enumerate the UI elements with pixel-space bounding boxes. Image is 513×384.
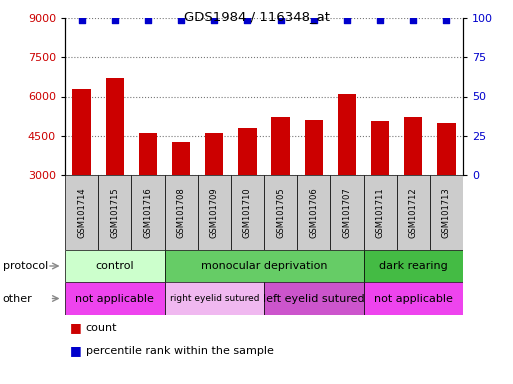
Bar <box>165 250 364 282</box>
Bar <box>430 175 463 250</box>
Text: GSM101714: GSM101714 <box>77 187 86 238</box>
Text: control: control <box>95 261 134 271</box>
Point <box>111 17 119 23</box>
Bar <box>305 120 323 175</box>
Bar <box>205 133 223 175</box>
Point <box>243 17 251 23</box>
Text: ■: ■ <box>70 321 82 334</box>
Point <box>310 17 318 23</box>
Bar <box>364 175 397 250</box>
Bar <box>72 89 91 175</box>
Bar <box>139 133 157 175</box>
Point <box>442 17 450 23</box>
Text: dark rearing: dark rearing <box>379 261 448 271</box>
Bar <box>271 118 290 175</box>
Text: not applicable: not applicable <box>75 293 154 303</box>
Text: not applicable: not applicable <box>374 293 452 303</box>
Text: GSM101706: GSM101706 <box>309 187 318 238</box>
Point <box>144 17 152 23</box>
Text: percentile rank within the sample: percentile rank within the sample <box>86 346 273 356</box>
Text: GSM101712: GSM101712 <box>409 187 418 238</box>
Point <box>409 17 418 23</box>
Text: other: other <box>3 293 32 303</box>
Text: GSM101710: GSM101710 <box>243 187 252 238</box>
Point <box>376 17 384 23</box>
Text: GSM101707: GSM101707 <box>342 187 351 238</box>
Text: GSM101709: GSM101709 <box>210 187 219 238</box>
Bar <box>165 175 198 250</box>
Text: GSM101713: GSM101713 <box>442 187 451 238</box>
Bar <box>364 250 463 282</box>
Text: GSM101716: GSM101716 <box>144 187 152 238</box>
Point <box>343 17 351 23</box>
Bar <box>264 282 364 315</box>
Bar <box>404 118 422 175</box>
Bar <box>364 282 463 315</box>
Bar <box>330 175 364 250</box>
Bar <box>165 282 264 315</box>
Bar <box>231 175 264 250</box>
Bar <box>98 175 131 250</box>
Text: ■: ■ <box>70 344 82 357</box>
Text: GSM101711: GSM101711 <box>376 187 385 238</box>
Bar <box>397 175 430 250</box>
Point <box>277 17 285 23</box>
Bar <box>65 250 165 282</box>
Bar <box>131 175 165 250</box>
Bar <box>198 175 231 250</box>
Bar <box>437 122 456 175</box>
Point <box>77 17 86 23</box>
Bar <box>106 78 124 175</box>
Text: GDS1984 / 116348_at: GDS1984 / 116348_at <box>184 10 329 23</box>
Bar <box>297 175 330 250</box>
Bar <box>65 282 165 315</box>
Text: right eyelid sutured: right eyelid sutured <box>169 294 259 303</box>
Text: count: count <box>86 323 117 333</box>
Text: left eyelid sutured: left eyelid sutured <box>263 293 365 303</box>
Bar <box>65 175 98 250</box>
Text: GSM101708: GSM101708 <box>176 187 186 238</box>
Point <box>210 17 219 23</box>
Text: monocular deprivation: monocular deprivation <box>201 261 327 271</box>
Text: protocol: protocol <box>3 261 48 271</box>
Bar <box>338 94 356 175</box>
Text: GSM101715: GSM101715 <box>110 187 119 238</box>
Point <box>177 17 185 23</box>
Bar <box>239 128 256 175</box>
Bar <box>264 175 297 250</box>
Bar <box>371 121 389 175</box>
Text: GSM101705: GSM101705 <box>276 187 285 238</box>
Bar <box>172 142 190 175</box>
